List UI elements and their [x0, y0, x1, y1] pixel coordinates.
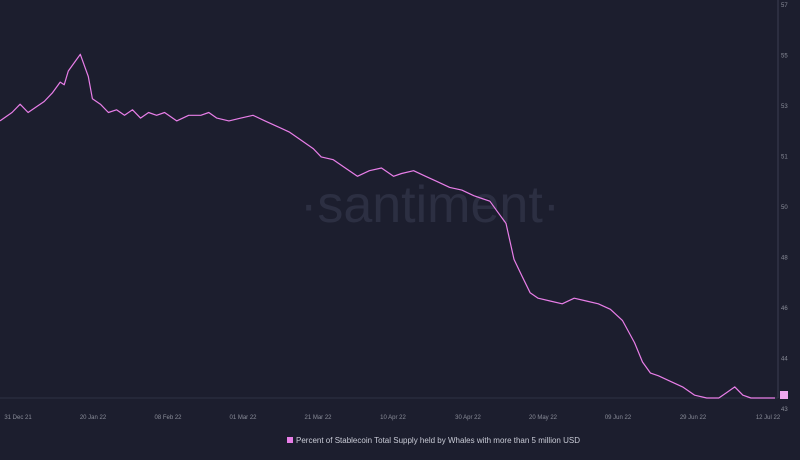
- x-tick-label: 29 Jun 22: [680, 415, 707, 421]
- y-tick-label: 53: [781, 104, 788, 110]
- series-line: [0, 53, 775, 399]
- x-axis-ticks: 31 Dec 21 20 Jan 22 08 Feb 22 01 Mar 22 21 M…: [4, 415, 781, 421]
- legend-label: Percent of Stablecoin Total Supply held …: [296, 436, 580, 445]
- y-tick-label: 57: [781, 3, 788, 9]
- y-tick-label: 43: [781, 407, 788, 413]
- x-tick-label: 10 Apr 22: [380, 415, 406, 421]
- legend[interactable]: Percent of Stablecoin Total Supply held …: [287, 436, 580, 445]
- watermark-text: ·santiment·: [300, 176, 560, 234]
- legend-swatch: [287, 437, 293, 443]
- x-tick-label: 20 May 22: [529, 415, 558, 421]
- x-tick-label: 21 Mar 22: [304, 415, 332, 421]
- x-tick-label: 01 Mar 22: [229, 415, 257, 421]
- x-tick-label: 30 Apr 22: [455, 415, 481, 421]
- y-axis-ticks: 57 55 53 51 50 48 46 44 43: [781, 3, 788, 413]
- y-tick-label: 48: [781, 256, 788, 262]
- x-tick-label: 08 Feb 22: [154, 415, 182, 421]
- x-tick-label: 12 Jul 22: [756, 415, 781, 421]
- y-tick-label: 44: [781, 357, 788, 363]
- y-tick-label: 50: [781, 205, 788, 211]
- x-tick-label: 09 Jun 22: [605, 415, 632, 421]
- x-tick-label: 20 Jan 22: [80, 415, 107, 421]
- y-tick-label: 55: [781, 54, 788, 60]
- last-value-marker: [780, 391, 788, 399]
- y-tick-label: 46: [781, 306, 788, 312]
- x-tick-label: 31 Dec 21: [4, 415, 32, 421]
- y-tick-label: 51: [781, 155, 788, 161]
